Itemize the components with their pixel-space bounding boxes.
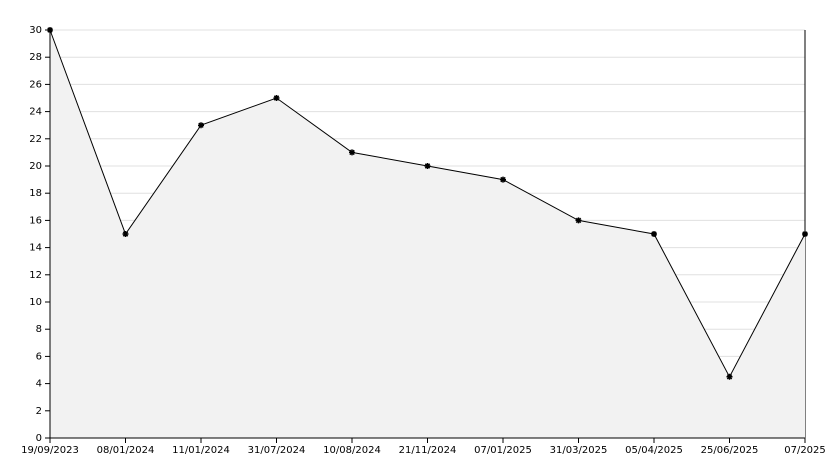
x-tick-label: 19/09/2023 <box>21 445 79 456</box>
marker <box>651 231 657 237</box>
marker <box>198 122 204 129</box>
y-tick-label: 24 <box>29 107 42 118</box>
y-tick-label: 2 <box>36 406 42 417</box>
x-tick-label: 05/04/2025 <box>625 445 683 456</box>
marker <box>575 217 582 224</box>
y-tick-label: 14 <box>29 243 42 254</box>
marker <box>500 176 506 183</box>
y-tick-label: 16 <box>29 215 42 226</box>
y-tick-label: 8 <box>36 324 42 335</box>
y-tick-label: 18 <box>29 188 42 199</box>
y-tick-label: 22 <box>29 134 42 145</box>
marker <box>122 231 129 237</box>
x-tick-label: 07/2025 <box>784 445 826 456</box>
marker <box>273 95 280 101</box>
x-tick-label: 31/03/2025 <box>550 445 608 456</box>
marker <box>424 163 431 169</box>
x-tick-label: 31/07/2024 <box>248 445 306 456</box>
x-tick-label: 21/11/2024 <box>399 445 457 456</box>
y-tick-label: 4 <box>36 379 42 390</box>
x-tick-label: 25/06/2025 <box>701 445 759 456</box>
x-tick-label: 08/01/2024 <box>97 445 155 456</box>
y-tick-label: 28 <box>29 52 42 63</box>
marker <box>349 149 355 156</box>
marker <box>726 373 733 380</box>
y-tick-label: 26 <box>29 79 42 90</box>
x-tick-label: 07/01/2025 <box>474 445 532 456</box>
area <box>50 30 805 438</box>
x-tick-label: 11/01/2024 <box>172 445 230 456</box>
y-tick-label: 12 <box>29 270 42 281</box>
x-tick-label: 10/08/2024 <box>323 445 381 456</box>
y-tick-label: 30 <box>29 25 42 36</box>
marker <box>802 231 808 237</box>
y-tick-label: 0 <box>36 433 42 444</box>
y-tick-label: 6 <box>36 351 42 362</box>
y-tick-label: 20 <box>29 161 42 172</box>
y-tick-label: 10 <box>29 297 42 308</box>
